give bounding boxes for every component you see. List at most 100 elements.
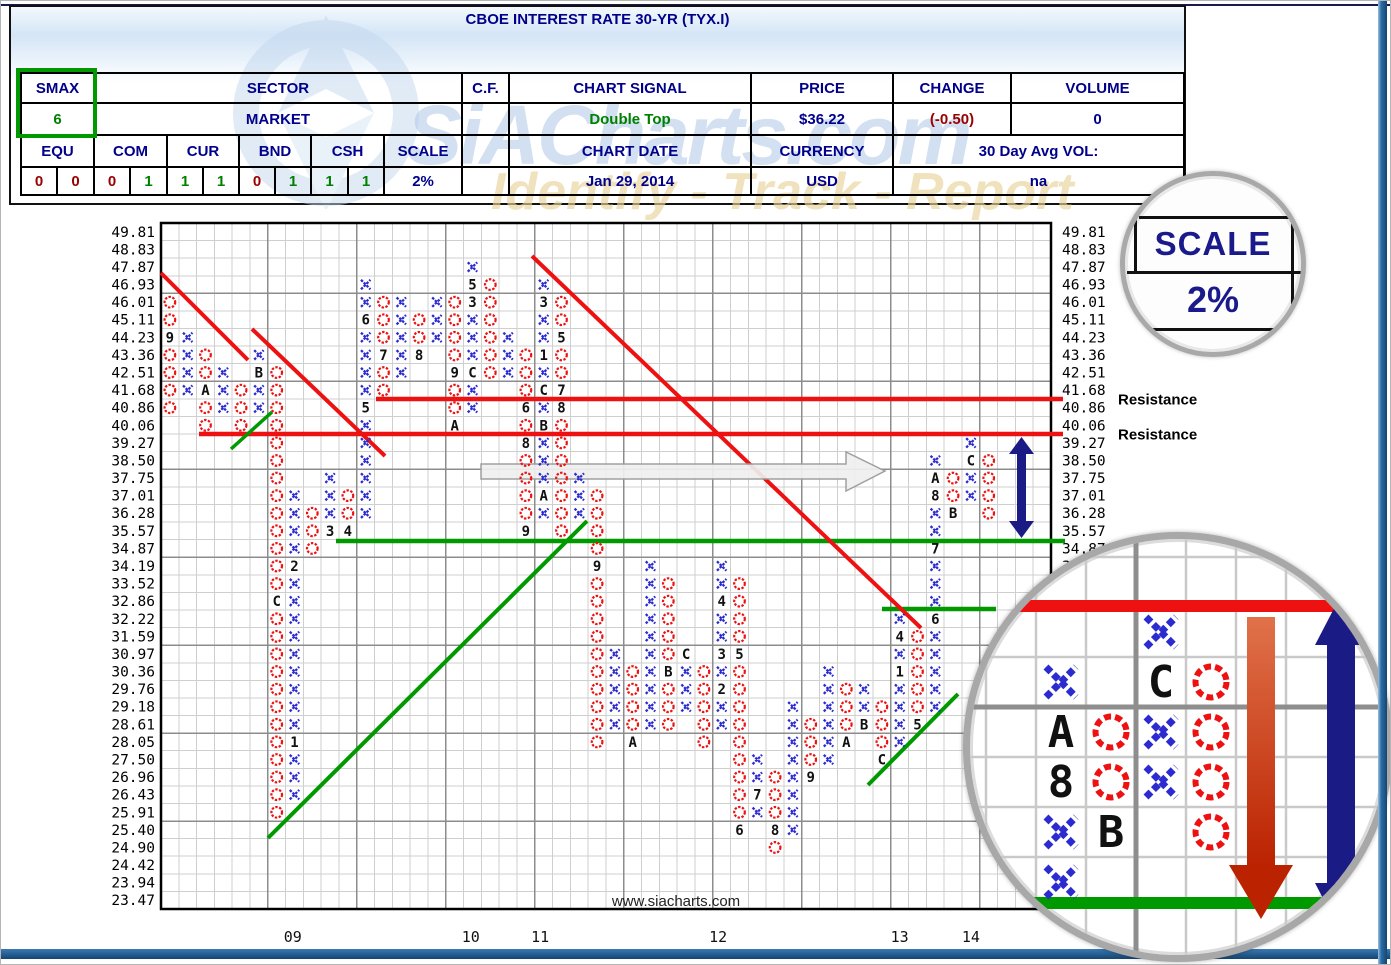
svg-text:37.75: 37.75 [1062,471,1106,487]
cf-header: C.F. [461,72,510,104]
svg-text:26.43: 26.43 [111,788,155,804]
svg-text:4: 4 [717,594,725,610]
svg-text:42.51: 42.51 [1062,366,1106,382]
svg-text:C: C [272,594,280,610]
svg-text:44.23: 44.23 [111,330,155,346]
svg-text:35.57: 35.57 [111,524,155,540]
svg-text:A: A [842,735,851,751]
bnd-flag-2: 1 [274,166,313,196]
svg-text:1: 1 [895,665,903,681]
svg-text:32.22: 32.22 [111,612,155,628]
svg-text:38.50: 38.50 [1062,453,1106,469]
svg-text:30.36: 30.36 [111,665,155,681]
cf-value [461,102,510,136]
svg-text:31.59: 31.59 [111,629,155,645]
magnified-chart-detail: C A8B [970,539,1386,955]
currency-value: USD [750,166,895,196]
svg-text:B: B [255,366,263,382]
avg-vol-value: na [892,166,1186,196]
svg-text:7: 7 [753,788,761,804]
svg-text:23.94: 23.94 [111,876,155,892]
change-header: CHANGE [892,72,1012,104]
cell-border-line [1139,216,1289,219]
svg-text:46.93: 46.93 [1062,278,1106,294]
svg-text:46.01: 46.01 [1062,295,1106,311]
svg-text:37.75: 37.75 [111,471,155,487]
svg-text:34.19: 34.19 [111,559,155,575]
svg-text:C: C [682,647,690,663]
svg-text:46.01: 46.01 [111,295,155,311]
svg-text:5: 5 [913,717,921,733]
svg-text:36.28: 36.28 [111,506,155,522]
svg-text:9: 9 [450,366,458,382]
svg-text:43.36: 43.36 [111,348,155,364]
svg-text:7: 7 [931,541,939,557]
svg-text:28.05: 28.05 [111,735,155,751]
red-down-arrow [1247,617,1275,867]
spacer-value [461,166,511,196]
chart-signal-header: CHART SIGNAL [508,72,752,104]
svg-text:2: 2 [290,559,298,575]
svg-text:8: 8 [415,348,423,364]
spacer-header [461,134,511,168]
cur-header: CUR [166,134,241,168]
svg-text:30.97: 30.97 [111,647,155,663]
svg-text:41.68: 41.68 [1062,383,1106,399]
svg-text:36.28: 36.28 [1062,506,1106,522]
svg-text:5: 5 [735,647,743,663]
svg-text:26.96: 26.96 [111,770,155,786]
cell-border-line [1291,216,1294,331]
svg-text:09: 09 [284,928,302,946]
svg-text:6: 6 [522,401,530,417]
svg-text:www.siacharts.com: www.siacharts.com [611,893,740,910]
svg-text:7: 7 [557,383,565,399]
svg-text:8: 8 [557,401,565,417]
price-value: $36.22 [750,102,894,136]
svg-text:35.57: 35.57 [1062,524,1106,540]
chart-date-value: Jan 29, 2014 [508,166,753,196]
bottom-border-bar [1,949,1390,959]
svg-text:40.86: 40.86 [111,401,155,417]
equ-header: EQU [19,134,96,168]
smax-value: 6 [20,102,95,136]
svg-text:Resistance: Resistance [1118,427,1197,444]
page-title: CBOE INTEREST RATE 30-YR (TYX.I) [465,11,730,28]
volume-value: 0 [1010,102,1185,136]
magnified-scale-value: 2% [1186,279,1240,320]
svg-text:39.27: 39.27 [1062,436,1106,452]
navy-updown-arrow-magnified [1327,641,1355,885]
svg-text:B: B [949,506,957,522]
svg-text:1: 1 [290,735,298,751]
svg-text:24.42: 24.42 [111,858,155,874]
svg-text:27.50: 27.50 [111,752,155,768]
svg-text:8: 8 [931,489,939,505]
svg-text:3: 3 [717,647,725,663]
svg-text:3: 3 [326,524,334,540]
svg-text:9: 9 [806,770,814,786]
svg-text:49.81: 49.81 [111,225,155,241]
svg-text:25.91: 25.91 [111,805,155,821]
svg-text:33.52: 33.52 [111,577,155,593]
svg-text:B: B [539,418,547,434]
com-flag-2: 1 [129,166,169,196]
com-header: COM [93,134,169,168]
svg-text:49.81: 49.81 [1062,225,1106,241]
volume-header: VOLUME [1010,72,1185,104]
bnd-flag-1: 0 [238,166,277,196]
equ-flag-2: 0 [55,166,96,196]
smax-highlight-box [16,68,97,138]
svg-text:A: A [628,735,637,751]
svg-text:5: 5 [468,278,476,294]
sector-header: SECTOR [93,72,463,104]
navy-updown-arrow [1009,437,1034,538]
details-table: EQU COM CUR BND CSH SCALE CHART DATE CUR… [19,134,1186,196]
svg-text:3: 3 [539,295,547,311]
svg-text:C: C [967,453,975,469]
svg-text:2: 2 [717,682,725,698]
avg-vol-header: 30 Day Avg VOL: [892,134,1186,168]
svg-text:40.86: 40.86 [1062,401,1106,417]
svg-text:37.01: 37.01 [111,489,155,505]
svg-text:38.50: 38.50 [111,453,155,469]
svg-text:A: A [1048,707,1075,758]
